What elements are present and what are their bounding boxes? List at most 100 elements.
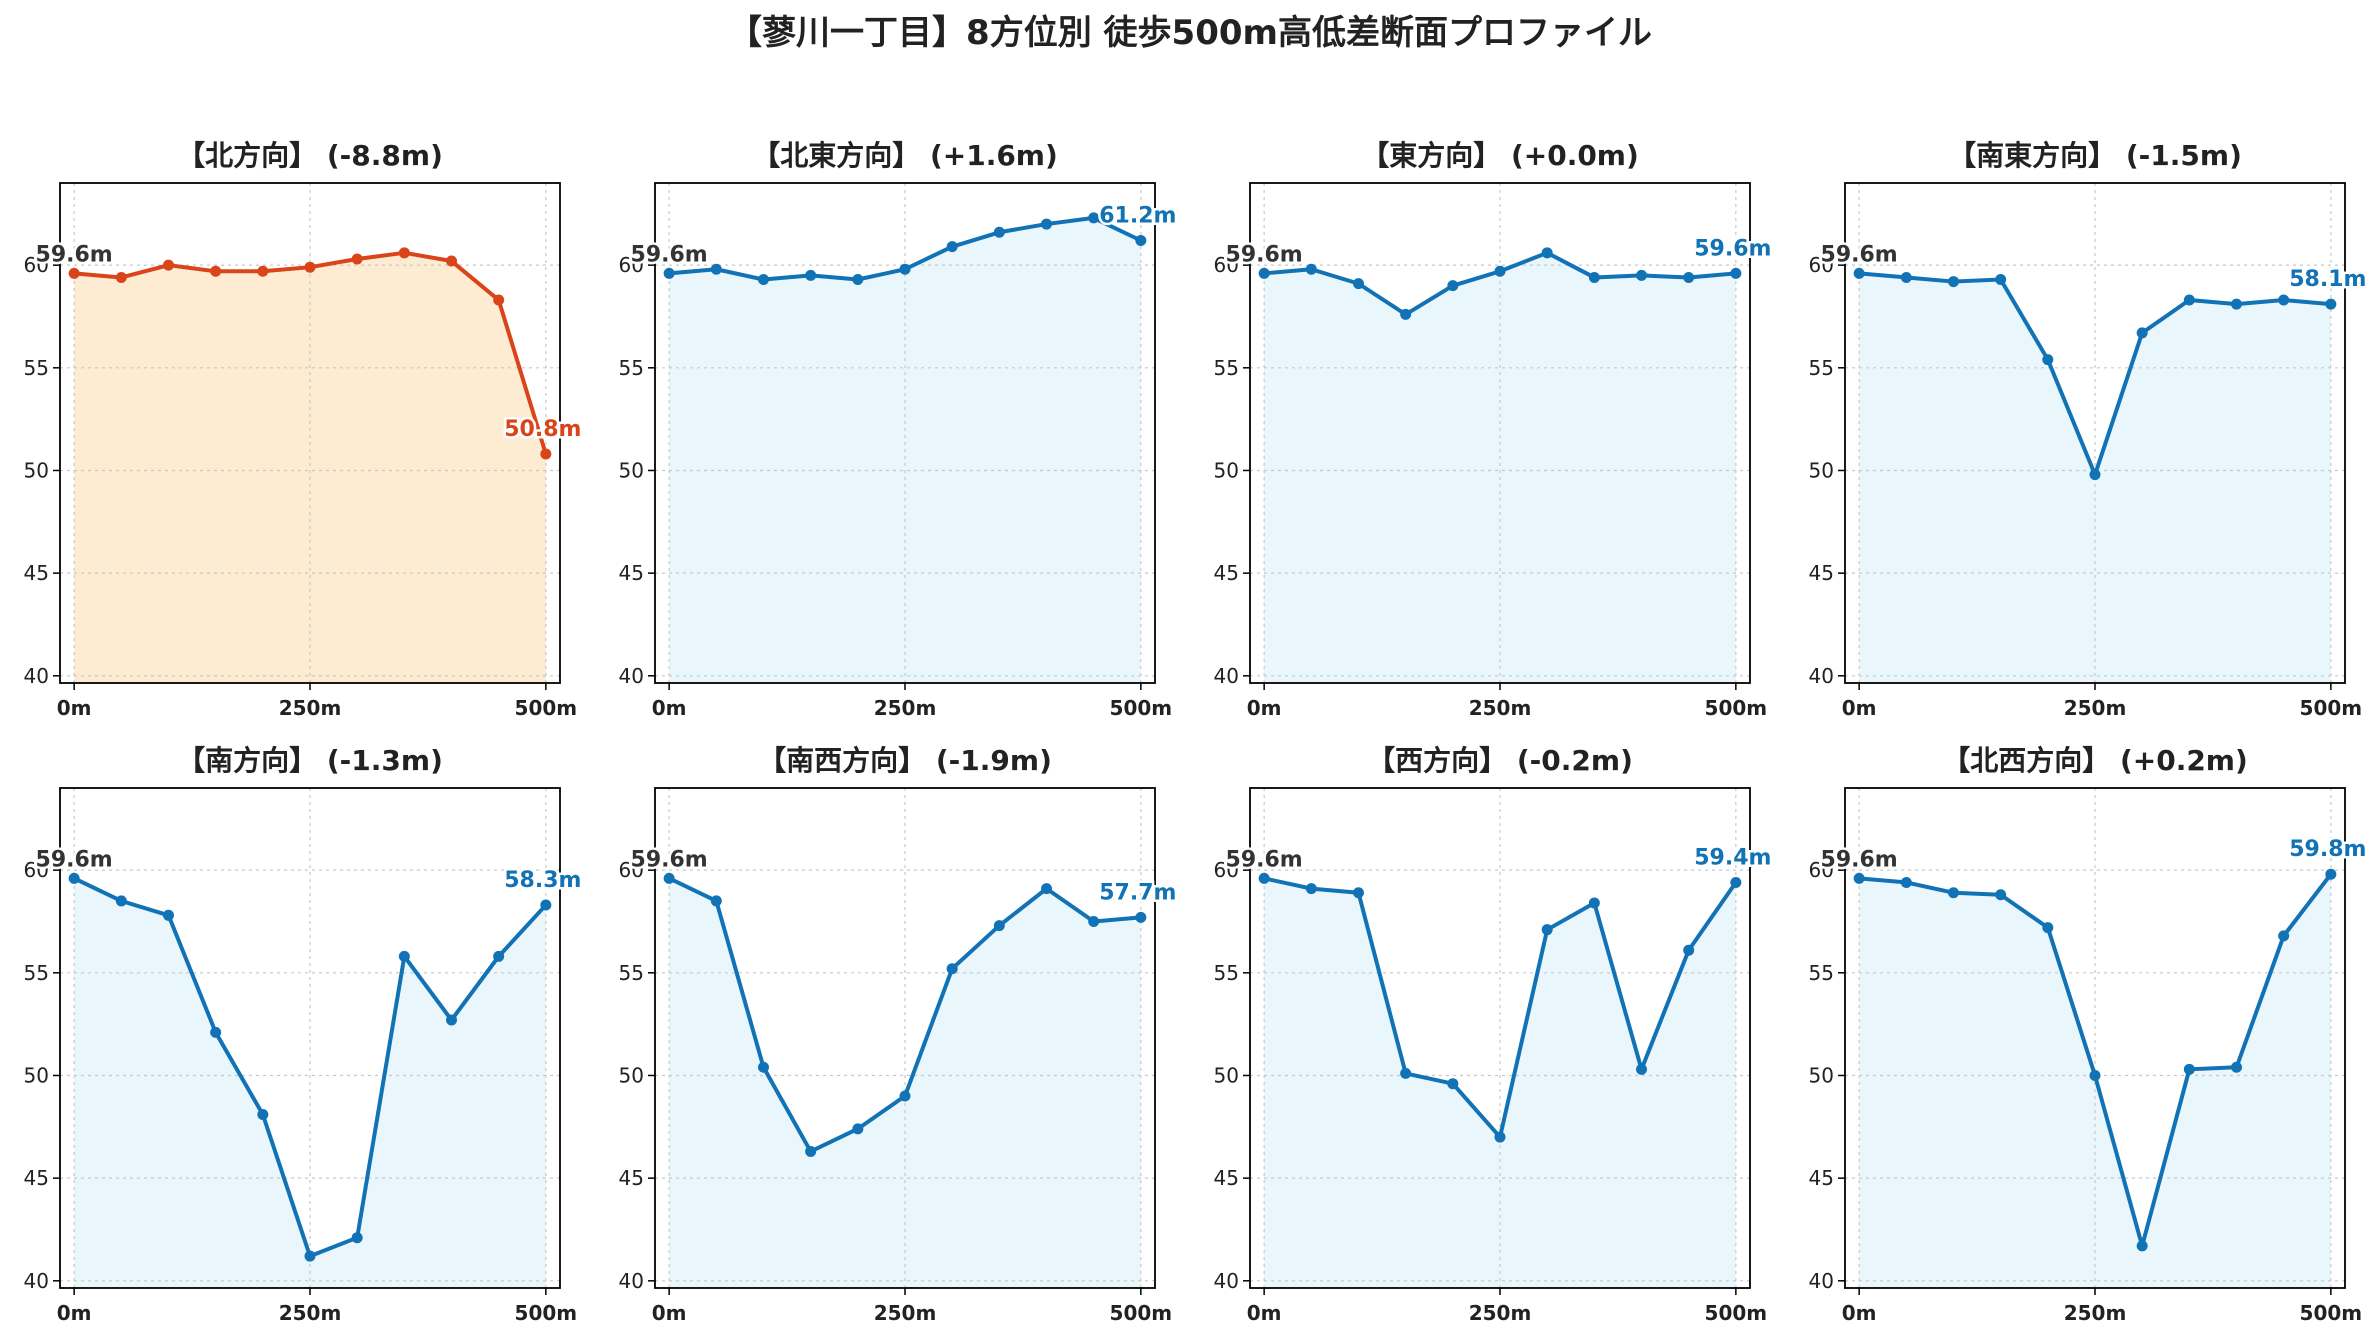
data-point [1305,883,1317,895]
data-point [1400,308,1412,320]
start-elevation-label: 59.6m [1821,847,1898,872]
x-tick-label: 500m [1705,1301,1768,1325]
subplot-4: 【南東方向】 (-1.5m) 40 45 50 55 60 0m 250m 500m 59.6m 5… [1809,139,2369,720]
y-tick-label: 50 [619,1063,644,1087]
start-elevation-label: 59.6m [1226,847,1303,872]
data-point [1041,218,1053,230]
data-point [1947,276,1959,288]
x-tick-label: 0m [57,696,92,720]
y-tick-label: 50 [24,1063,49,1087]
data-point [2183,294,2195,306]
data-point [210,1026,222,1038]
x-tick-label: 0m [652,696,687,720]
data-point [899,263,911,275]
data-point [540,448,552,460]
data-point [1541,924,1553,936]
start-elevation-label: 59.6m [631,242,708,267]
data-point [1730,876,1742,888]
data-point [1947,887,1959,899]
x-tick-label: 500m [2300,696,2363,720]
data-point [1900,271,1912,283]
end-elevation-label: 59.8m [2289,837,2366,862]
y-tick-label: 50 [1809,1063,1834,1087]
data-point [1400,1067,1412,1079]
data-point [1088,212,1100,224]
start-elevation-label: 59.6m [36,242,113,267]
data-point [1636,269,1648,281]
data-point [805,269,817,281]
y-tick-label: 40 [619,664,644,688]
y-tick-label: 55 [24,356,49,380]
y-tick-label: 40 [24,664,49,688]
y-tick-label: 60 [24,858,49,882]
area-fill [74,878,546,1288]
y-tick-label: 60 [1214,858,1239,882]
x-tick-label: 0m [1842,1301,1877,1325]
data-point [115,271,127,283]
data-point [663,267,675,279]
data-point [757,1061,769,1073]
y-tick-label: 60 [24,253,49,277]
x-tick-label: 500m [515,1301,578,1325]
end-elevation-label: 59.4m [1694,845,1771,870]
y-tick-label: 55 [1214,356,1239,380]
y-tick-label: 50 [1214,458,1239,482]
data-point [1135,234,1147,246]
y-tick-label: 50 [1809,458,1834,482]
subplot-7: 【西方向】 (-0.2m) 40 45 50 55 60 0m 250m 500m 59.6m 59… [1214,744,1774,1325]
y-tick-label: 40 [1214,664,1239,688]
data-point [68,267,80,279]
subplot-8: 【北西方向】 (+0.2m) 40 45 50 55 60 0m 250m 500m 59.6m 5… [1809,744,2369,1325]
end-elevation-label: 58.1m [2289,267,2366,292]
x-tick-label: 250m [279,696,342,720]
data-point [1088,915,1100,927]
data-point [68,872,80,884]
data-point [2183,1063,2195,1075]
data-point [1041,883,1053,895]
data-point [946,963,958,975]
data-point [115,895,127,907]
data-point [710,263,722,275]
data-point [398,247,410,259]
end-elevation-label: 59.6m [1694,236,1771,261]
end-elevation-label: 61.2m [1099,203,1176,228]
x-tick-label: 250m [874,1301,937,1325]
data-point [1541,247,1553,259]
data-point [162,259,174,271]
subplot-1: 【北方向】 (-8.8m) 40 45 50 55 60 0m 250m 500m 59.6m 50… [24,139,584,720]
start-elevation-label: 59.6m [1821,242,1898,267]
data-point [446,255,458,267]
data-point [1258,267,1270,279]
subplot-title: 【東方向】 (+0.0m) [1361,139,1639,172]
data-point [398,950,410,962]
x-tick-label: 250m [279,1301,342,1325]
start-elevation-label: 59.6m [36,847,113,872]
subplot-title: 【南西方向】 (-1.9m) [758,744,1052,777]
subplot-5: 【南方向】 (-1.3m) 40 45 50 55 60 0m 250m 500m 59.6m 58… [24,744,584,1325]
data-point [1447,1078,1459,1090]
y-tick-label: 50 [1214,1063,1239,1087]
data-point [1636,1063,1648,1075]
data-point [1305,263,1317,275]
x-tick-label: 500m [1705,696,1768,720]
data-point [257,265,269,277]
x-tick-label: 0m [1247,696,1282,720]
data-point [162,909,174,921]
data-point [1995,274,2007,286]
data-point [1900,876,1912,888]
y-tick-label: 45 [619,561,644,585]
y-tick-label: 45 [24,1166,49,1190]
data-point [663,872,675,884]
data-point [1135,911,1147,923]
data-point [1588,271,1600,283]
subplot-title: 【南方向】 (-1.3m) [177,744,443,777]
data-point [899,1090,911,1102]
data-point [757,274,769,286]
area-fill [74,252,546,684]
data-point [446,1014,458,1026]
data-point [1683,944,1695,956]
y-tick-label: 45 [1809,561,1834,585]
subplot-3: 【東方向】 (+0.0m) 40 45 50 55 60 0m 250m 500m 59.6m 59… [1214,139,1774,720]
data-point [2325,868,2337,880]
data-point [210,265,222,277]
